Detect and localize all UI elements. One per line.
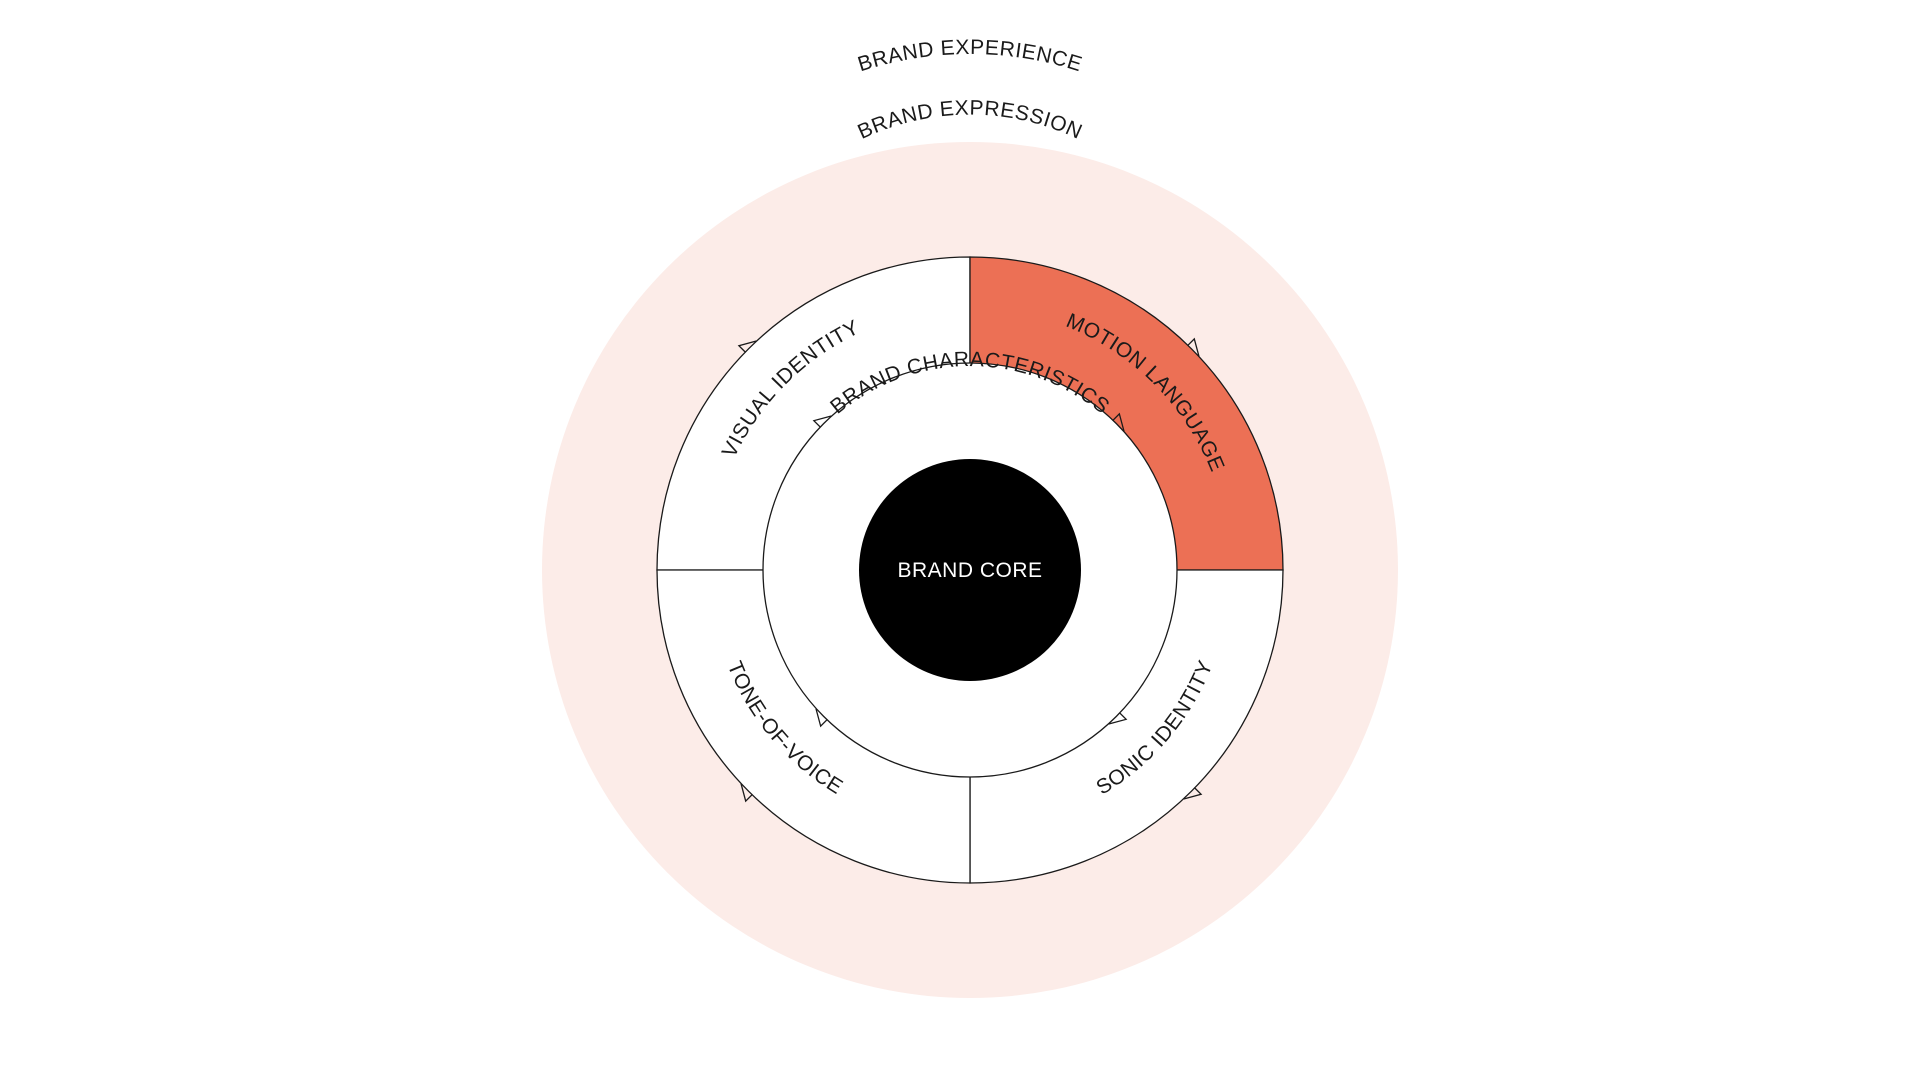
inner-ring-arrow-4 [815,708,828,728]
inner-ring-arrow-1 [812,415,832,428]
outer-ring-arrow-2 [1187,337,1200,357]
outer-ring-arrow-3 [1183,787,1203,800]
cycle-arrow-markers [737,337,1203,803]
inner-ring-arrow-3 [1108,712,1128,725]
brand-core-circle [859,459,1081,681]
outer-ring-arrow-4 [740,783,753,803]
brand-core-label: BRAND CORE [897,559,1042,582]
inner-ring-arrow-2 [1112,412,1125,432]
outer-ring-arrow-1 [737,340,757,353]
